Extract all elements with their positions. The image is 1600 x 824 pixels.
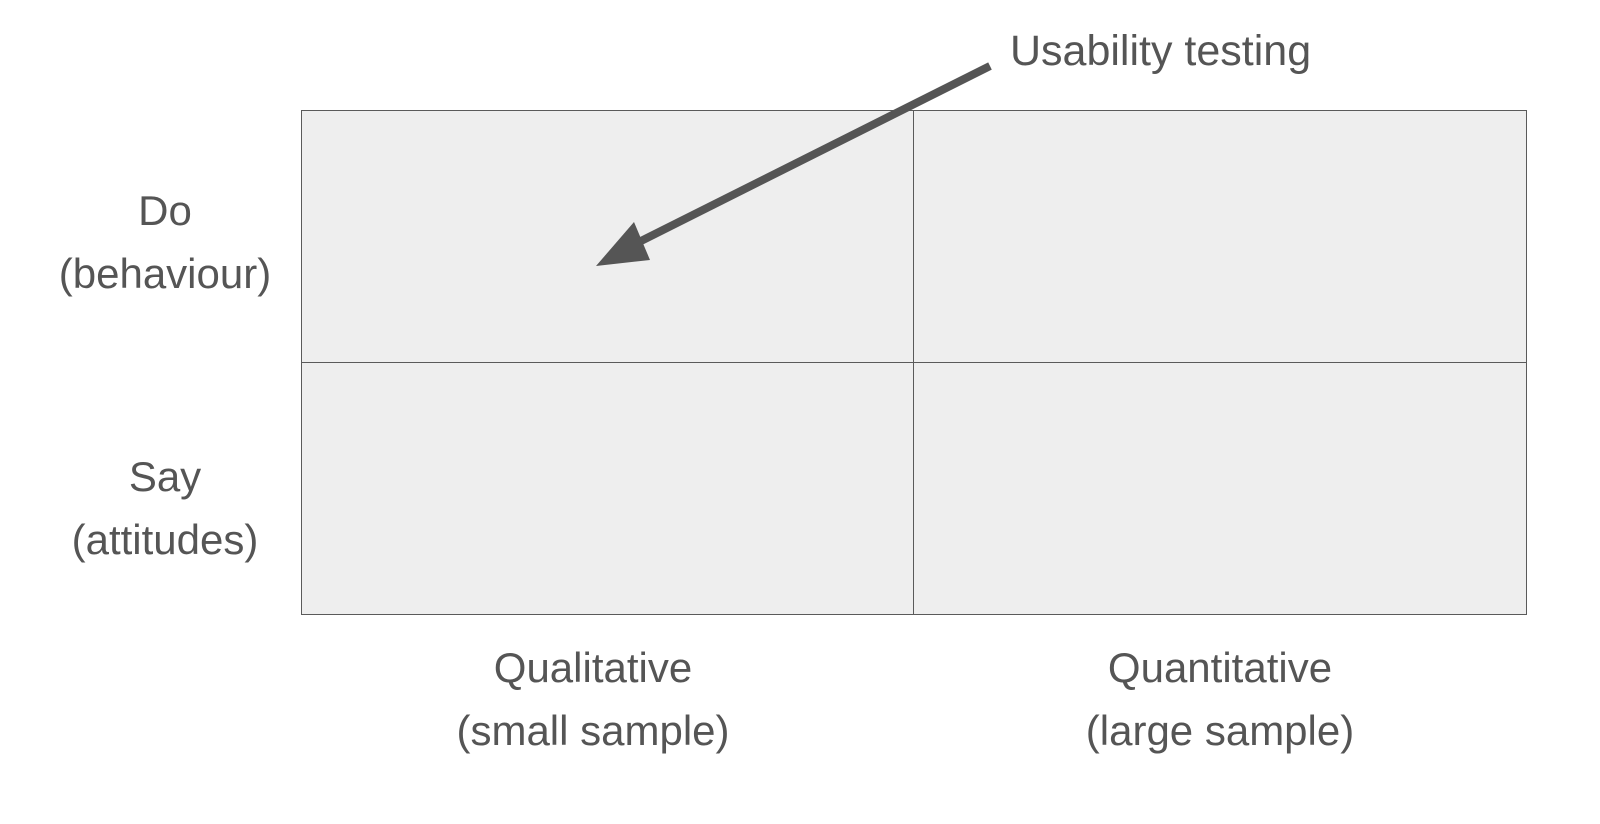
quadrant-do-qualitative: [302, 111, 914, 363]
row-label-title: Say: [128, 453, 202, 500]
column-label-title: Qualitative: [493, 644, 693, 691]
quadrant-say-qualitative: [302, 362, 914, 614]
row-label-subtitle: (attitudes): [71, 516, 259, 563]
quadrant-grid: [301, 110, 1527, 615]
annotation-label: Usability testing: [1010, 27, 1312, 75]
row-label-say: Say (attitudes): [30, 445, 300, 571]
column-label-quantitative: Quantitative (large sample): [990, 636, 1450, 762]
row-label-title: Do: [138, 187, 192, 234]
row-label-subtitle: (behaviour): [58, 250, 272, 297]
column-label-subtitle: (large sample): [1085, 707, 1355, 754]
quadrant-say-quantitative: [914, 362, 1526, 614]
column-label-title: Quantitative: [1107, 644, 1333, 691]
column-label-qualitative: Qualitative (small sample): [363, 636, 823, 762]
quadrant-do-quantitative: [914, 111, 1526, 363]
column-label-subtitle: (small sample): [456, 707, 730, 754]
row-label-do: Do (behaviour): [30, 179, 300, 305]
